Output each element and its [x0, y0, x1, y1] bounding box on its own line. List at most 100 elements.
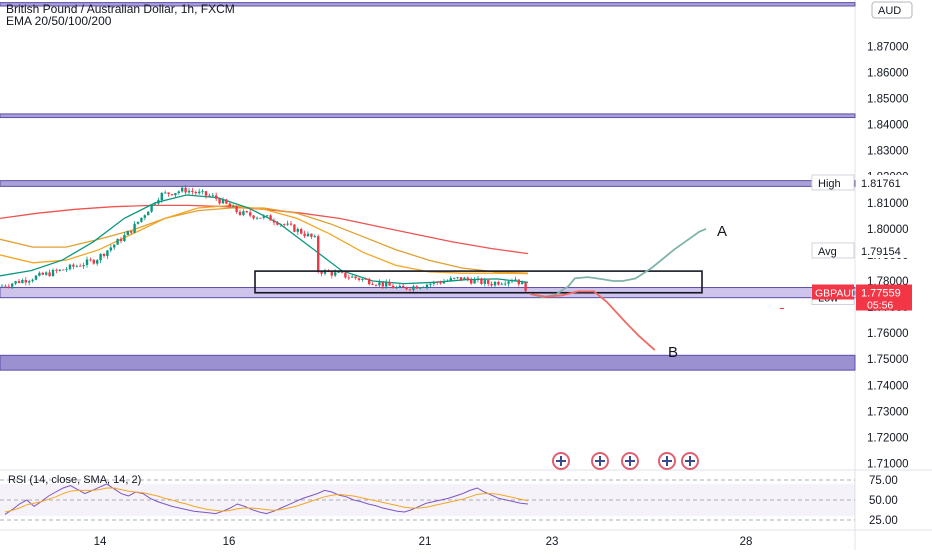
candle-body — [303, 233, 306, 237]
candle-body — [92, 259, 95, 264]
candle-body — [279, 224, 282, 225]
candle-body — [14, 281, 17, 284]
candle-body — [34, 275, 38, 280]
candle-body — [218, 198, 221, 204]
candle-body — [72, 264, 75, 267]
high-value-box — [856, 174, 912, 190]
candle-body — [48, 272, 51, 277]
candle-body — [109, 247, 112, 251]
candle-body — [456, 277, 459, 278]
x-tick-label: 21 — [419, 536, 432, 548]
candle-body — [436, 281, 439, 283]
candle-body — [191, 190, 194, 192]
candle-body — [113, 244, 116, 248]
y-tick-label: 1.74000 — [867, 380, 909, 392]
candle-body — [123, 235, 126, 242]
candle-body — [41, 272, 44, 275]
candle-body — [102, 254, 106, 256]
candle-body — [425, 284, 429, 288]
candle-body — [320, 271, 323, 274]
candle-body — [170, 194, 174, 196]
candle-body — [126, 231, 129, 236]
candle-body — [442, 281, 446, 284]
candle-body — [24, 279, 27, 283]
rsi-title: RSI (14, close, SMA, 14, 2) — [8, 474, 142, 486]
candle-body — [198, 191, 201, 194]
candle-body — [45, 272, 48, 275]
candle-body — [381, 282, 384, 287]
candle-body — [51, 269, 55, 277]
candle-body — [395, 287, 398, 289]
y-tick-label: 1.85000 — [867, 94, 909, 106]
candle-body — [167, 192, 170, 195]
candle-body — [252, 215, 255, 219]
candle-body — [283, 224, 286, 225]
candle-body — [181, 187, 184, 192]
candle-body — [208, 195, 211, 197]
high-label: High — [818, 178, 841, 190]
candle-body — [432, 281, 435, 284]
rsi-y-tick-label: 50.00 — [869, 495, 898, 507]
candle-body — [405, 287, 408, 290]
high-value: 1.81761 — [861, 178, 901, 190]
candle-body — [371, 284, 374, 285]
y-tick-label: 1.83000 — [867, 146, 909, 158]
candle-body — [354, 276, 357, 279]
candle-body — [429, 283, 432, 285]
y-tick-label: 1.71000 — [867, 458, 909, 470]
candle-body — [408, 289, 412, 291]
candle-body — [272, 220, 276, 223]
candle-body — [174, 193, 177, 196]
y-tick-label: 1.75000 — [867, 354, 909, 366]
candle-body — [17, 281, 21, 283]
candle-body — [313, 236, 316, 237]
candle-body — [187, 190, 191, 193]
candle-body — [133, 223, 136, 233]
candle-body — [521, 282, 524, 285]
candle-body — [119, 239, 123, 242]
ema100-line — [0, 207, 529, 274]
avg-label-box — [811, 242, 855, 259]
candle-body — [412, 286, 415, 290]
candle-body — [388, 282, 391, 286]
avg-value: 1.79154 — [861, 246, 901, 258]
candle-body — [235, 205, 238, 212]
candle-body — [507, 281, 510, 284]
candle-body — [89, 259, 92, 261]
candle-body — [7, 286, 10, 288]
candle-body — [524, 282, 527, 292]
candle-body — [0, 285, 4, 287]
candle-body — [476, 278, 480, 280]
y-tick-label: 1.87000 — [867, 41, 909, 53]
candle-body — [201, 191, 204, 192]
candle-body — [480, 278, 483, 284]
candle-body — [68, 264, 72, 270]
candle-body — [493, 281, 497, 286]
candle-body — [517, 279, 520, 285]
candle-body — [31, 279, 34, 282]
symbol-label: GBPAUD — [815, 288, 859, 300]
y-tick-label: 1.73000 — [867, 406, 909, 418]
candle-body — [136, 221, 140, 224]
range-box — [254, 270, 703, 294]
candle-body — [334, 272, 337, 276]
scenario-path-A — [529, 228, 707, 299]
candle-body — [62, 269, 65, 271]
candle-body — [344, 272, 347, 278]
high-label-box — [811, 174, 855, 191]
candle-body — [385, 282, 388, 287]
candle-body — [211, 195, 214, 197]
ema50-line — [0, 204, 529, 275]
candle-body — [330, 271, 333, 276]
candle-body — [351, 276, 354, 278]
x-tick-label: 28 — [740, 536, 753, 548]
currency-label: AUD — [878, 5, 901, 17]
chart-title: British Pound / Australian Dollar, 1h, F… — [6, 2, 235, 16]
candle-body — [11, 283, 14, 287]
candle-body — [459, 277, 463, 280]
candle-body — [347, 277, 350, 279]
y-tick-label: 1.80000 — [867, 224, 909, 236]
y-tick-label: 1.81000 — [867, 198, 909, 210]
y-tick-label: 1.72000 — [867, 432, 909, 444]
